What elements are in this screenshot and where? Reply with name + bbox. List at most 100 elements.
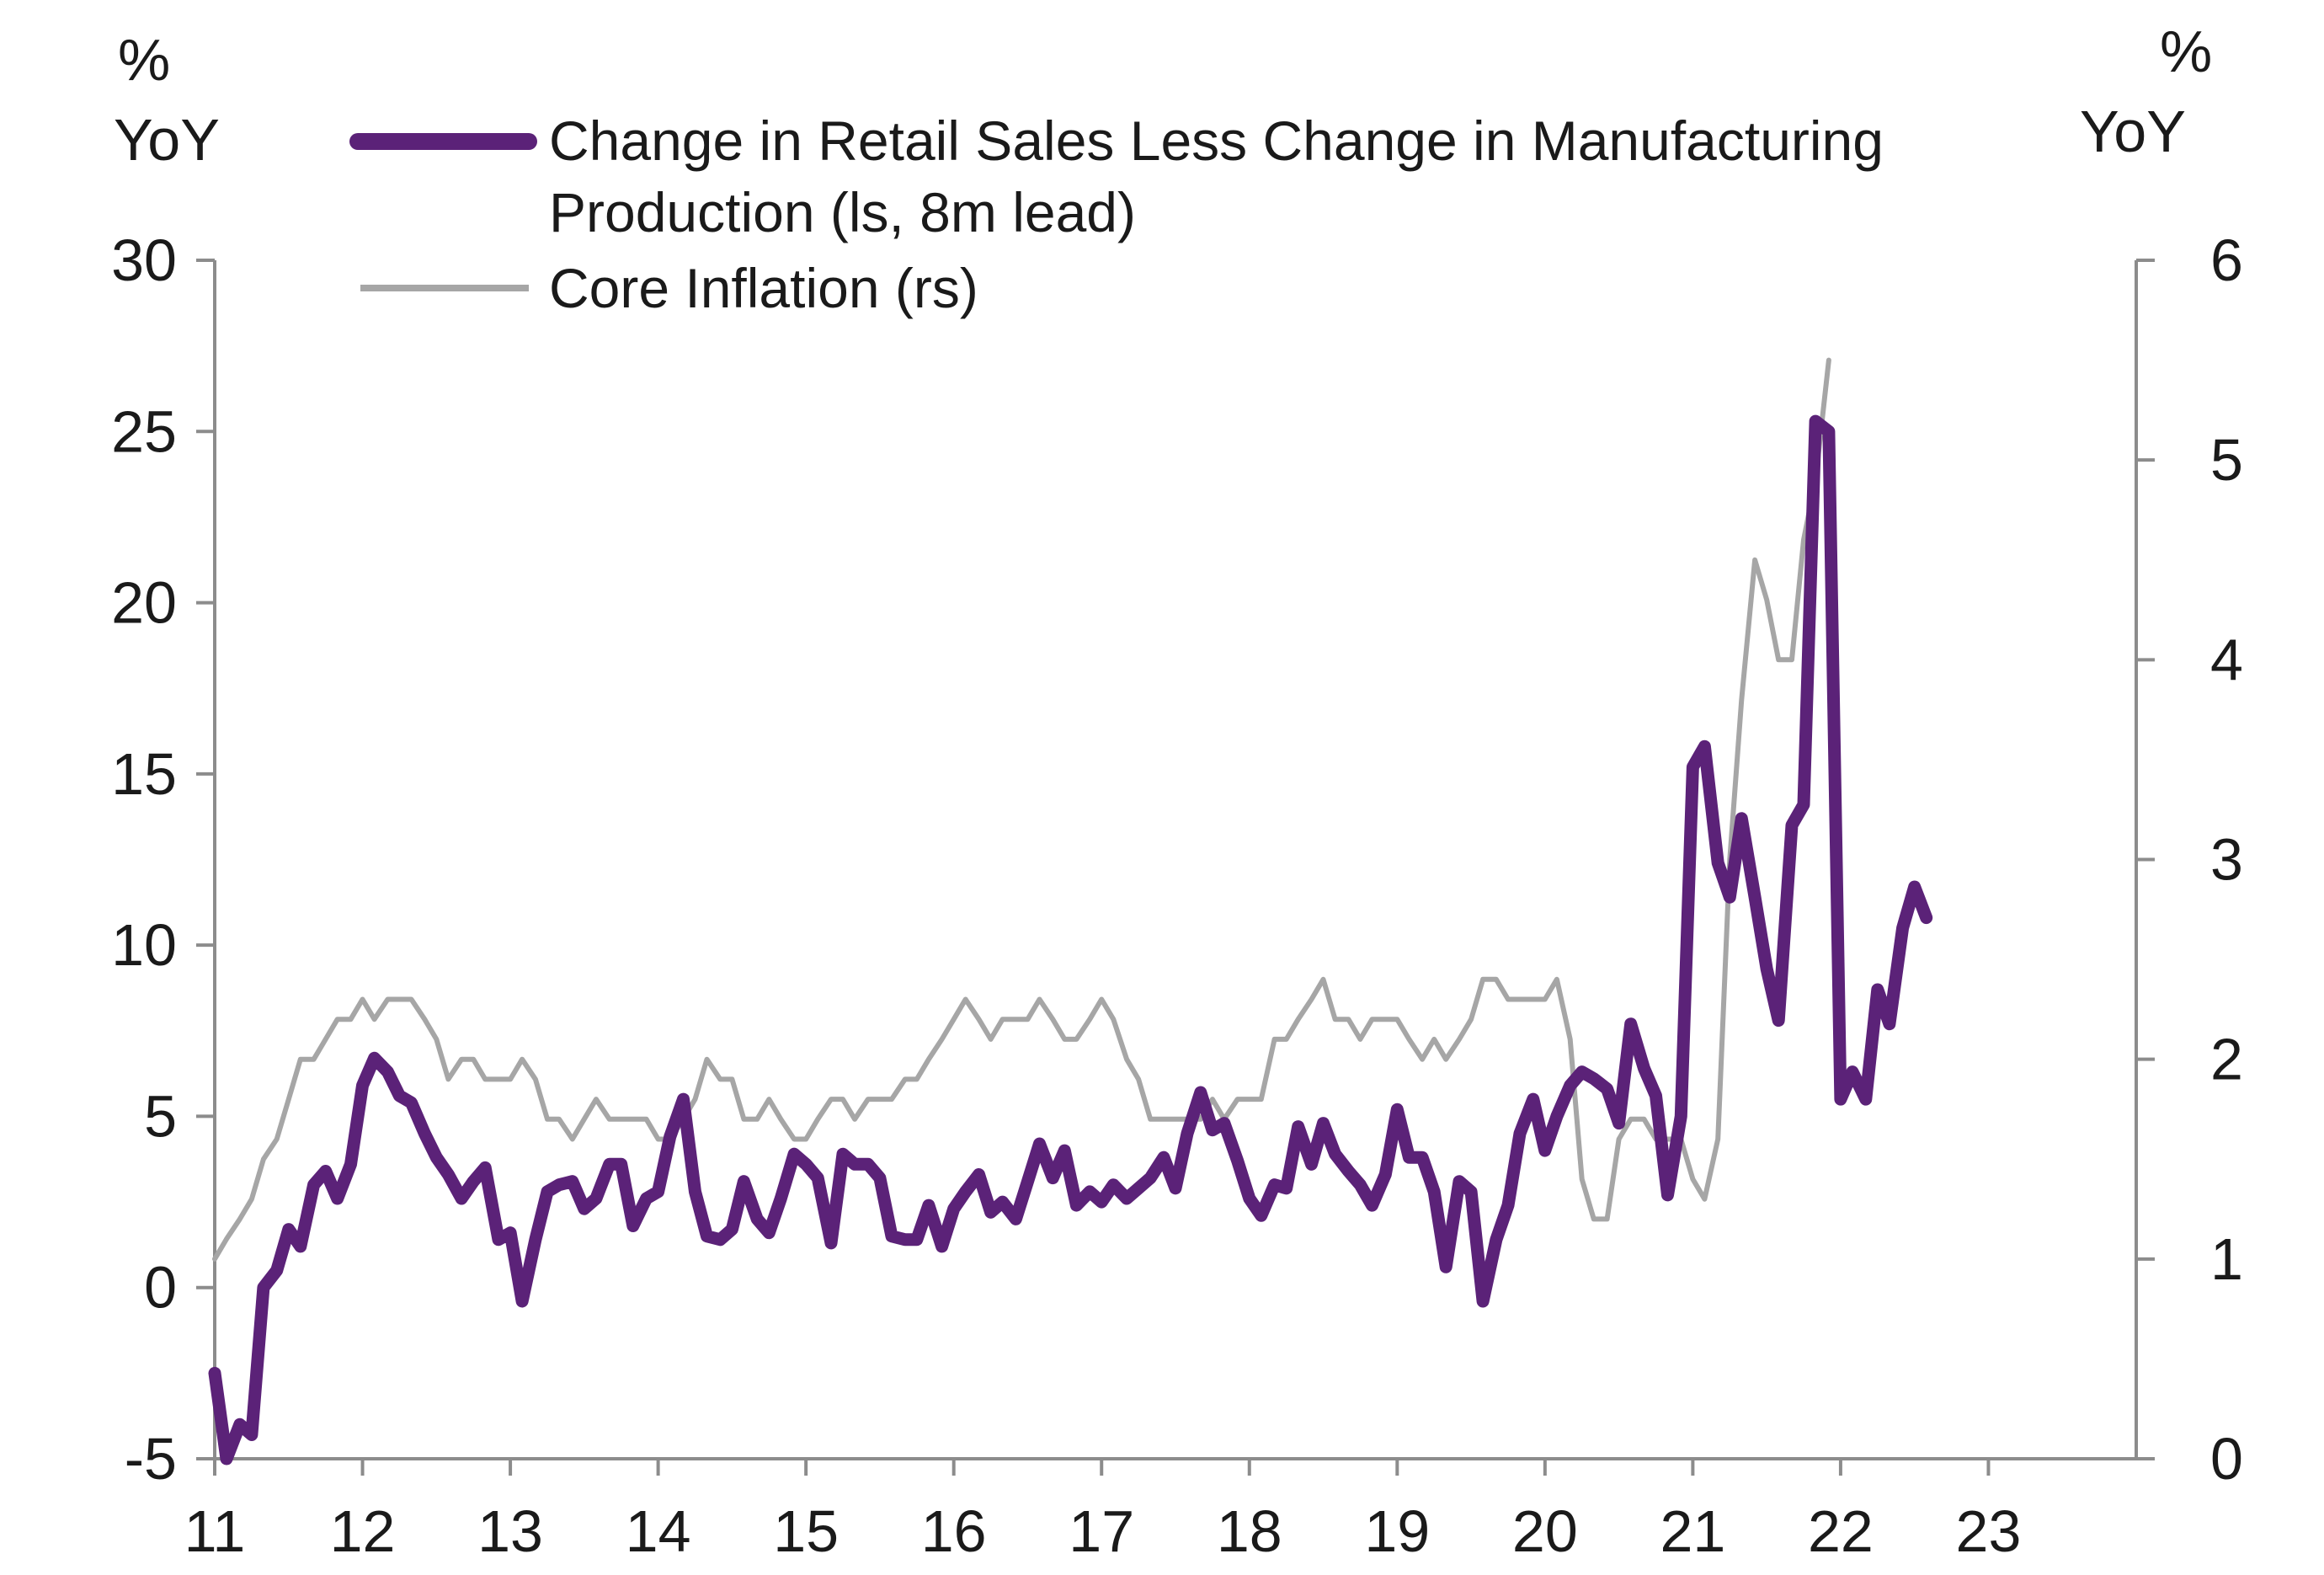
point-retail-sales (1618, 1123, 1620, 1124)
x-tick-label: 14 (626, 1498, 691, 1564)
point-retail-sales (731, 1229, 733, 1231)
point-core-inflation (535, 1078, 536, 1080)
point-core-inflation (1396, 1018, 1398, 1020)
point-retail-sales (1212, 1129, 1213, 1131)
point-retail-sales (891, 1236, 893, 1237)
point-retail-sales (928, 1204, 930, 1206)
x-tick-label: 12 (330, 1498, 396, 1564)
point-core-inflation (325, 1038, 327, 1040)
point-core-inflation (1791, 659, 1793, 660)
point-retail-sales (325, 1171, 327, 1172)
point-retail-sales (1261, 1215, 1262, 1216)
point-core-inflation (1740, 699, 1742, 701)
point-core-inflation (239, 1218, 241, 1220)
point-retail-sales (646, 1198, 648, 1199)
point-core-inflation (1433, 1038, 1435, 1040)
point-retail-sales (1445, 1266, 1447, 1268)
point-retail-sales (1286, 1188, 1287, 1189)
point-retail-sales (1311, 1163, 1313, 1165)
point-retail-sales (756, 1218, 758, 1220)
point-core-inflation (854, 1119, 856, 1120)
left-axis-ticks: -5 0 5 10 15 20 25 30 (111, 227, 215, 1492)
point-retail-sales (609, 1163, 610, 1165)
point-core-inflation (990, 1038, 992, 1040)
point-retail-sales (239, 1423, 241, 1425)
point-retail-sales (1421, 1156, 1423, 1158)
point-core-inflation (1138, 1078, 1139, 1080)
left-tick-label: 5 (144, 1083, 177, 1149)
right-tick-label: 3 (2210, 827, 2243, 893)
left-tick-label: 25 (111, 398, 177, 464)
point-core-inflation (1803, 539, 1804, 541)
point-retail-sales (1778, 1020, 1779, 1022)
point-retail-sales (398, 1095, 400, 1097)
point-retail-sales (1889, 1023, 1890, 1025)
point-core-inflation (1581, 1178, 1583, 1180)
point-core-inflation (1593, 1218, 1595, 1220)
point-core-inflation (1101, 999, 1102, 1001)
point-retail-sales (362, 1085, 364, 1086)
point-core-inflation (595, 1098, 597, 1100)
point-retail-sales (424, 1133, 425, 1135)
point-retail-sales (990, 1211, 992, 1213)
point-core-inflation (632, 1119, 634, 1120)
left-tick-label: -5 (125, 1426, 177, 1492)
point-retail-sales (1347, 1171, 1349, 1172)
point-retail-sales (1544, 1150, 1546, 1151)
point-retail-sales (1186, 1133, 1188, 1135)
point-retail-sales (805, 1163, 807, 1165)
point-core-inflation (1274, 1038, 1276, 1040)
point-core-inflation (498, 1078, 499, 1080)
point-core-inflation (1570, 1038, 1571, 1040)
point-core-inflation (214, 1258, 216, 1260)
point-retail-sales (1630, 1023, 1632, 1025)
point-core-inflation (472, 1059, 474, 1060)
left-tick-label: 20 (111, 570, 177, 636)
point-core-inflation (1445, 1059, 1447, 1060)
point-retail-sales (1556, 1115, 1558, 1117)
legend-label-retail-sales-line1: Change in Retail Sales Less Change in Ma… (549, 109, 1884, 172)
point-retail-sales (558, 1184, 560, 1186)
point-retail-sales (683, 1098, 685, 1100)
point-core-inflation (780, 1119, 781, 1120)
point-core-inflation (842, 1098, 844, 1100)
point-core-inflation (621, 1119, 622, 1120)
point-retail-sales (695, 1191, 696, 1193)
point-retail-sales (632, 1225, 634, 1227)
point-core-inflation (1027, 1018, 1029, 1020)
point-core-inflation (830, 1098, 832, 1100)
point-core-inflation (484, 1078, 486, 1080)
point-core-inflation (1544, 999, 1546, 1001)
point-retail-sales (1101, 1201, 1102, 1203)
point-retail-sales (1089, 1191, 1090, 1193)
point-retail-sales (1433, 1191, 1435, 1193)
right-axis-ticks: 0 1 2 3 4 5 6 (2136, 227, 2243, 1492)
point-retail-sales (965, 1191, 967, 1193)
point-retail-sales (411, 1102, 413, 1103)
right-tick-label: 5 (2210, 427, 2243, 493)
point-retail-sales (1754, 896, 1756, 898)
point-core-inflation (1200, 1119, 1202, 1120)
point-core-inflation (1532, 999, 1534, 1001)
point-core-inflation (1717, 1139, 1719, 1140)
point-retail-sales (1692, 766, 1693, 768)
point-retail-sales (435, 1156, 437, 1158)
point-core-inflation (609, 1119, 610, 1120)
point-core-inflation (904, 1078, 906, 1080)
point-retail-sales (743, 1181, 744, 1183)
right-tick-label: 6 (2210, 227, 2243, 293)
point-retail-sales (1149, 1177, 1151, 1179)
point-retail-sales (706, 1236, 708, 1237)
x-tick-label: 22 (1808, 1498, 1874, 1564)
point-core-inflation (251, 1199, 253, 1200)
point-core-inflation (1335, 1018, 1336, 1020)
point-core-inflation (300, 1059, 301, 1060)
point-core-inflation (1052, 1018, 1053, 1020)
point-core-inflation (362, 999, 364, 1001)
point-retail-sales (337, 1198, 338, 1199)
point-retail-sales (867, 1163, 869, 1165)
point-retail-sales (1740, 818, 1742, 820)
point-retail-sales (1791, 825, 1793, 826)
point-core-inflation (1347, 1018, 1349, 1020)
point-core-inflation (1015, 1018, 1016, 1020)
